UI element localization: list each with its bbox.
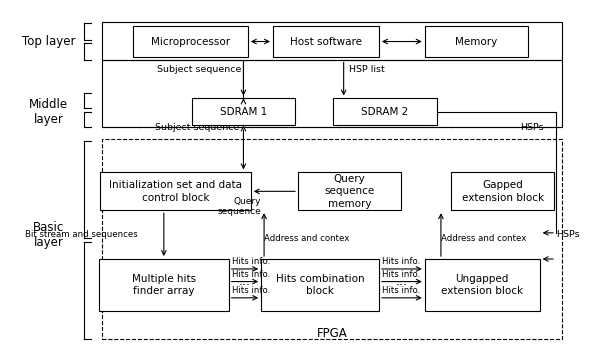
Text: Subject sequence: Subject sequence <box>157 65 241 74</box>
Bar <box>261 259 379 311</box>
Bar <box>99 259 228 311</box>
Text: Hits info.: Hits info. <box>382 270 420 279</box>
Bar <box>192 99 295 126</box>
Text: Ungapped
extension block: Ungapped extension block <box>441 274 523 296</box>
Text: Top layer: Top layer <box>22 35 76 48</box>
Text: Hits info.: Hits info. <box>382 257 420 266</box>
Text: Hits info.: Hits info. <box>382 286 420 295</box>
Text: Middle
layer: Middle layer <box>29 98 68 126</box>
Text: Address and contex: Address and contex <box>441 234 526 243</box>
Text: SDRAM 1: SDRAM 1 <box>220 107 267 117</box>
Bar <box>333 99 436 126</box>
Text: Microprocessor: Microprocessor <box>151 36 230 47</box>
Bar <box>133 26 248 57</box>
Bar <box>102 60 562 127</box>
Text: HSPs: HSPs <box>521 123 544 132</box>
Text: ...: ... <box>239 275 251 288</box>
Text: Bit stream and sequences: Bit stream and sequences <box>25 230 138 239</box>
Text: ...: ... <box>396 275 408 288</box>
Bar <box>298 173 401 210</box>
Text: Address and contex: Address and contex <box>264 234 350 243</box>
Text: Query
sequence: Query sequence <box>218 197 261 216</box>
Text: HSPs: HSPs <box>556 230 579 239</box>
Bar <box>102 22 562 60</box>
Text: Host software: Host software <box>290 36 362 47</box>
Text: FPGA: FPGA <box>316 327 347 340</box>
Text: Hits info.: Hits info. <box>231 270 270 279</box>
Text: Gapped
extension block: Gapped extension block <box>462 180 544 203</box>
Text: Memory: Memory <box>455 36 498 47</box>
Text: Basic
layer: Basic layer <box>33 221 64 249</box>
Text: Hits info.: Hits info. <box>231 286 270 295</box>
Bar <box>425 26 528 57</box>
Bar <box>102 139 562 339</box>
Text: Multiple hits
finder array: Multiple hits finder array <box>132 274 196 296</box>
Text: SDRAM 2: SDRAM 2 <box>361 107 408 117</box>
Text: Subject sequence: Subject sequence <box>155 123 239 132</box>
Bar <box>273 26 379 57</box>
Bar <box>425 259 540 311</box>
Bar <box>451 173 554 210</box>
Text: Hits info.: Hits info. <box>231 257 270 266</box>
Text: Query
sequence
memory: Query sequence memory <box>324 174 375 209</box>
Text: HSP list: HSP list <box>350 65 385 74</box>
Bar <box>101 173 251 210</box>
Text: Initialization set and data
control block: Initialization set and data control bloc… <box>109 180 242 203</box>
Text: Hits combination
block: Hits combination block <box>276 274 364 296</box>
